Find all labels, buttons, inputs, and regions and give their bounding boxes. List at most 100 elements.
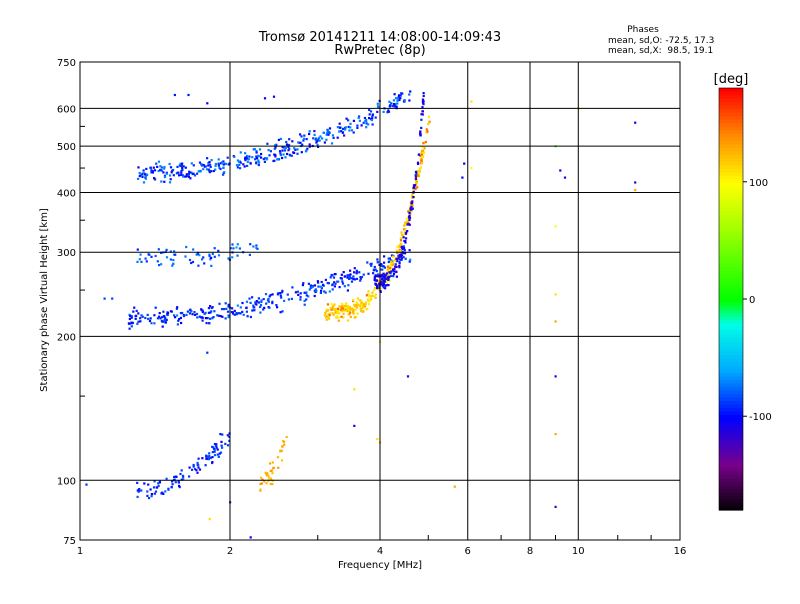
data-point-6 [139,253,142,256]
data-point-0 [398,261,401,264]
data-point-1 [369,110,373,113]
data-point-6 [174,253,177,256]
data-point-2 [354,308,357,311]
data-point-2 [397,245,400,248]
data-point-s [376,438,379,441]
data-point-0 [188,312,192,315]
colorbar-band [719,446,743,451]
data-point-4 [206,457,209,461]
data-point-5 [264,471,267,474]
data-point-s [554,505,557,508]
data-point-0 [376,258,379,261]
data-point-1 [246,154,249,158]
data-point-1 [396,97,399,100]
data-point-0 [252,304,255,307]
colorbar-band [719,126,743,131]
colorbar-band [719,502,743,508]
data-point-2 [411,193,414,196]
data-point-0 [387,257,390,260]
data-point-1 [185,173,188,176]
data-point-s [634,188,637,192]
data-point-0 [196,316,199,319]
data-point-2 [389,269,392,272]
data-point-0 [352,275,355,278]
data-point-0 [349,269,352,272]
data-point-1 [182,165,185,168]
data-point-0 [193,311,196,314]
data-point-6 [256,247,259,250]
data-point-2 [333,307,336,310]
colorbar-band [719,355,743,360]
data-point-2 [338,312,341,315]
data-point-6 [150,255,153,258]
data-point-4 [221,446,224,449]
colorbar-band [719,457,743,462]
data-point-3 [387,278,390,282]
data-point-1 [293,147,296,150]
data-point-4 [213,450,216,453]
data-point-0 [129,314,132,318]
data-point-1 [277,138,280,141]
colorbar-band [719,91,743,96]
data-point-0 [166,312,170,315]
colorbar-band [719,443,743,448]
data-point-0 [255,303,258,306]
data-point-0 [153,314,156,317]
data-point-4 [153,492,156,495]
data-point-0 [169,310,172,313]
data-point-4 [150,495,153,498]
data-point-0 [162,310,165,313]
data-point-s [406,375,410,378]
colorbar-band [719,450,743,455]
data-point-1 [331,134,334,137]
data-point-2 [426,130,429,133]
data-point-0 [380,264,383,267]
colorbar-band [719,225,743,230]
data-point-1 [192,172,195,175]
data-point-1 [222,163,225,166]
colorbar-band [719,137,743,142]
data-point-2 [323,314,327,317]
data-point-2 [373,295,376,298]
data-point-1 [305,149,308,152]
data-point-0 [262,298,265,301]
data-point-1 [269,150,272,153]
data-point-5 [282,440,285,443]
colorbar-band [719,179,743,184]
data-point-1 [275,143,278,146]
data-point-4 [171,480,174,483]
data-point-3 [392,275,395,278]
colorbar-band [719,165,743,170]
data-point-2 [399,237,402,240]
data-point-1 [284,146,287,149]
data-point-1 [278,150,282,153]
colorbar-band [719,112,743,117]
data-point-2 [399,239,403,242]
phases-heading: Phases [627,25,659,35]
data-point-1 [279,152,282,155]
data-point-6 [227,257,230,260]
data-point-2 [339,305,342,308]
data-point-3 [420,113,423,116]
colorbar-band [719,397,743,402]
data-point-2 [345,305,348,308]
data-point-0 [339,277,342,280]
data-point-4 [178,486,181,489]
data-point-1 [313,133,316,136]
data-point-1 [160,166,163,169]
data-point-1 [328,131,331,134]
data-point-2 [352,299,355,302]
chart-subtitle: RwPretec (8p) [334,43,425,58]
data-point-0 [307,282,310,285]
data-point-4 [197,463,200,467]
data-point-4 [165,477,168,480]
data-point-0 [259,311,262,314]
data-point-1 [365,126,368,129]
data-point-4 [213,448,216,451]
data-point-1 [179,162,182,165]
data-point-6 [190,261,193,265]
data-point-0 [137,312,140,315]
data-point-4 [156,486,159,489]
data-point-2 [348,313,351,316]
data-point-4 [147,483,150,486]
